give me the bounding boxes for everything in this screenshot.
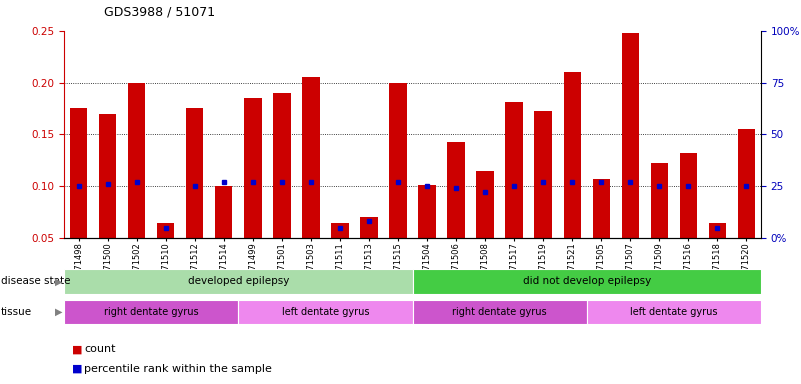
Bar [563, 72, 581, 238]
Text: left dentate gyrus: left dentate gyrus [282, 307, 369, 317]
Bar [709, 223, 726, 238]
Text: did not develop epilepsy: did not develop epilepsy [522, 276, 651, 286]
Text: percentile rank within the sample: percentile rank within the sample [84, 364, 272, 374]
Bar [64, 300, 238, 324]
Bar [413, 269, 761, 294]
Text: right dentate gyrus: right dentate gyrus [104, 307, 199, 317]
Text: tissue: tissue [1, 307, 32, 317]
Bar [331, 223, 348, 238]
Bar [418, 185, 436, 238]
Bar [738, 129, 755, 238]
Text: ■: ■ [72, 364, 83, 374]
Bar [244, 98, 261, 238]
Text: ▶: ▶ [54, 307, 62, 317]
Bar [186, 109, 203, 238]
Bar [215, 186, 232, 238]
Bar [360, 217, 377, 238]
Bar [70, 109, 87, 238]
Bar [413, 300, 586, 324]
Bar [586, 300, 761, 324]
Bar [157, 223, 175, 238]
Bar [477, 170, 493, 238]
Bar [679, 153, 697, 238]
Bar [389, 83, 407, 238]
Text: disease state: disease state [1, 276, 70, 286]
Text: count: count [84, 344, 115, 354]
Bar [622, 33, 639, 238]
Text: GDS3988 / 51071: GDS3988 / 51071 [104, 6, 215, 19]
Bar [302, 78, 320, 238]
Bar [650, 164, 668, 238]
Bar [593, 179, 610, 238]
Text: ■: ■ [72, 344, 83, 354]
Bar [64, 269, 413, 294]
Text: developed epilepsy: developed epilepsy [187, 276, 289, 286]
Bar [128, 83, 146, 238]
Bar [505, 102, 523, 238]
Bar [238, 300, 413, 324]
Bar [534, 111, 552, 238]
Bar [273, 93, 291, 238]
Bar [99, 114, 116, 238]
Text: right dentate gyrus: right dentate gyrus [453, 307, 547, 317]
Text: ▶: ▶ [54, 276, 62, 286]
Bar [447, 142, 465, 238]
Text: left dentate gyrus: left dentate gyrus [630, 307, 718, 317]
